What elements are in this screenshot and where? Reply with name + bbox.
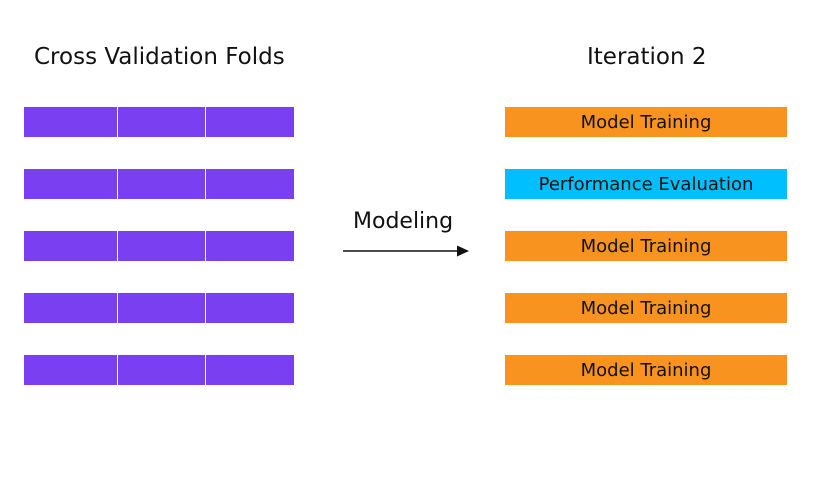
right-arrow-icon — [343, 245, 469, 257]
modeling-label: Modeling — [353, 209, 454, 234]
fold-segment — [24, 293, 117, 323]
iteration-row-4: Model Training — [505, 293, 787, 323]
fold-segment — [206, 231, 294, 261]
fold-segment — [206, 293, 294, 323]
fold-segment — [206, 107, 294, 137]
fold-segment — [118, 355, 205, 385]
cross-validation-title: Cross Validation Folds — [34, 44, 285, 70]
fold-row-1 — [24, 107, 294, 137]
fold-segment — [24, 355, 117, 385]
iteration-row-3: Model Training — [505, 231, 787, 261]
fold-segment — [118, 293, 205, 323]
fold-segment — [118, 169, 205, 199]
fold-segment — [24, 107, 117, 137]
iteration-row-5: Model Training — [505, 355, 787, 385]
iteration-title: Iteration 2 — [587, 44, 707, 70]
fold-row-4 — [24, 293, 294, 323]
fold-segment — [206, 355, 294, 385]
iteration-row-2: Performance Evaluation — [505, 169, 787, 199]
fold-row-5 — [24, 355, 294, 385]
fold-segment — [118, 107, 205, 137]
fold-row-2 — [24, 169, 294, 199]
fold-segment — [24, 169, 117, 199]
fold-segment — [24, 231, 117, 261]
fold-row-3 — [24, 231, 294, 261]
fold-segment — [206, 169, 294, 199]
iteration-row-1: Model Training — [505, 107, 787, 137]
fold-segment — [118, 231, 205, 261]
